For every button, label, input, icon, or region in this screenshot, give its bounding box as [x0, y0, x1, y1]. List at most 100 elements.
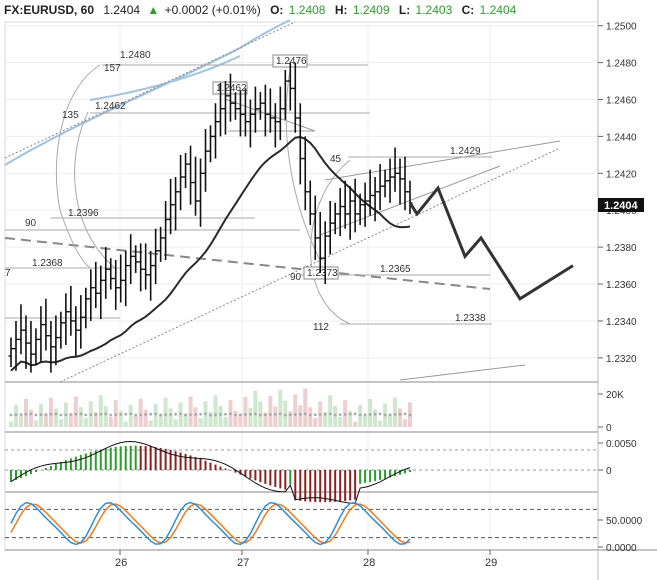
volume-ma-dot [19, 413, 23, 416]
level-label-1-2462-box: 1.2462 [216, 83, 247, 94]
time-axis[interactable]: 26 27 28 29 [115, 550, 497, 569]
macd-signal-line [10, 440, 411, 504]
fib-arc-135[interactable] [74, 111, 116, 269]
volume-ma-dot [293, 413, 297, 416]
trendline-blue-lower[interactable] [89, 55, 241, 101]
volume-ma-dot [44, 413, 48, 416]
volume-ma-dot [278, 412, 282, 416]
forecast-path[interactable] [408, 185, 574, 301]
volume-ma-dot [119, 413, 123, 416]
fib-arc-157[interactable] [55, 64, 101, 269]
volume-bar [368, 398, 373, 427]
volume-bar [73, 396, 78, 427]
volume-ma-dot [388, 413, 392, 417]
price-bar [123, 250, 129, 307]
volume-bar [183, 413, 188, 427]
low-value: 1.2403 [416, 3, 453, 17]
symbol-label: FX:EURUSD, 60 [4, 3, 94, 17]
volume-bar [338, 416, 343, 427]
trendline-blue-upper[interactable] [4, 19, 291, 166]
volume-ma-dot [378, 412, 382, 416]
volume-bar [53, 408, 58, 427]
stoch-d-line [10, 503, 411, 544]
channel-line-upper[interactable] [4, 21, 296, 159]
volume-bar [173, 419, 178, 427]
close-label: C: [462, 3, 475, 17]
volume-bar [243, 396, 248, 427]
price-bar [232, 92, 238, 120]
price-bar [118, 254, 124, 303]
dashed-trendline[interactable] [4, 237, 491, 290]
volume-ma-dot [74, 412, 78, 416]
price-bar [73, 306, 79, 357]
price-bar [33, 328, 39, 366]
price-bar [98, 265, 104, 320]
price-bar [292, 62, 298, 133]
symbol-header[interactable]: FX:EURUSD, 60 1.2404 ▲ +0.0002 (+0.01%) … [0, 0, 517, 20]
macd-axis: 0.0050 0 [598, 439, 637, 477]
x-tick-29: 29 [485, 557, 497, 569]
price-bar [367, 169, 373, 216]
forecast-line [408, 185, 574, 301]
volume-bar [188, 396, 193, 427]
volume-ma-dot [214, 413, 217, 417]
price-bar [103, 247, 109, 299]
x-tick-27: 27 [237, 557, 249, 569]
trendline-bottom[interactable] [399, 364, 526, 381]
volume-bar [108, 416, 113, 427]
volume-ma-dot [348, 412, 352, 416]
volume-ma-dot [104, 412, 108, 416]
macd-tick-0: 0 [606, 466, 612, 477]
volume-ma-dot [353, 412, 357, 416]
volume-ma-dot [89, 413, 93, 417]
price-bar [287, 62, 293, 111]
price-bar [402, 156, 408, 211]
price-bar [143, 243, 149, 290]
volume-bar [68, 413, 73, 427]
volume-ma-dot [34, 413, 38, 417]
volume-ma-dot [29, 412, 33, 416]
channel-line-lower[interactable] [59, 147, 561, 383]
price-bar [397, 158, 403, 205]
price-bar [183, 153, 189, 189]
fib-arc-112[interactable] [310, 159, 351, 325]
price-tick-label: 1.2500 [606, 22, 637, 33]
volume-ma-dot [249, 412, 252, 416]
svg-text:FX:EURUSD, 60 1.2404: FX:EURUSD, 60 1.2404 ▲ +0.0002 (+0.01%) … [4, 3, 517, 17]
level-label-1-2365: 1.2365 [380, 264, 411, 275]
fib-arc-90[interactable] [285, 69, 321, 261]
stoch-k-line [10, 501, 411, 546]
angle-label-7: 7 [5, 268, 11, 279]
price-bar [392, 147, 398, 192]
volume-ma-dot [323, 412, 327, 416]
price-bar [242, 88, 248, 137]
volume-ma-dot [303, 412, 307, 416]
price-bar [272, 103, 278, 148]
triangle-line-upper[interactable] [324, 140, 561, 181]
price-bar [342, 180, 348, 229]
volume-ma-dot [164, 413, 168, 417]
stoch-axis: 50.0000 0.0000 [598, 516, 643, 554]
price-tick-label: 1.2460 [606, 96, 637, 107]
volume-bar [93, 412, 98, 427]
volume-ma-dot [268, 413, 272, 416]
price-bar [78, 295, 84, 349]
volume-ma-dot [363, 413, 367, 417]
price-bar [43, 298, 49, 351]
volume-ma-dot [149, 412, 153, 416]
volume-bar [233, 410, 238, 427]
volume-ma-dot [263, 413, 267, 417]
volume-ma-dot [219, 413, 222, 416]
price-bar [93, 261, 99, 309]
volume-ma-dot [308, 413, 312, 417]
volume-bar [103, 406, 108, 427]
volume-bar [78, 407, 83, 427]
price-bars [8, 62, 413, 373]
volume-bar [398, 408, 403, 427]
volume-bar [18, 415, 23, 427]
volume-ma-dot [253, 412, 257, 416]
volume-bar [288, 411, 293, 427]
price-bar [332, 202, 338, 235]
price-bar [217, 82, 223, 137]
